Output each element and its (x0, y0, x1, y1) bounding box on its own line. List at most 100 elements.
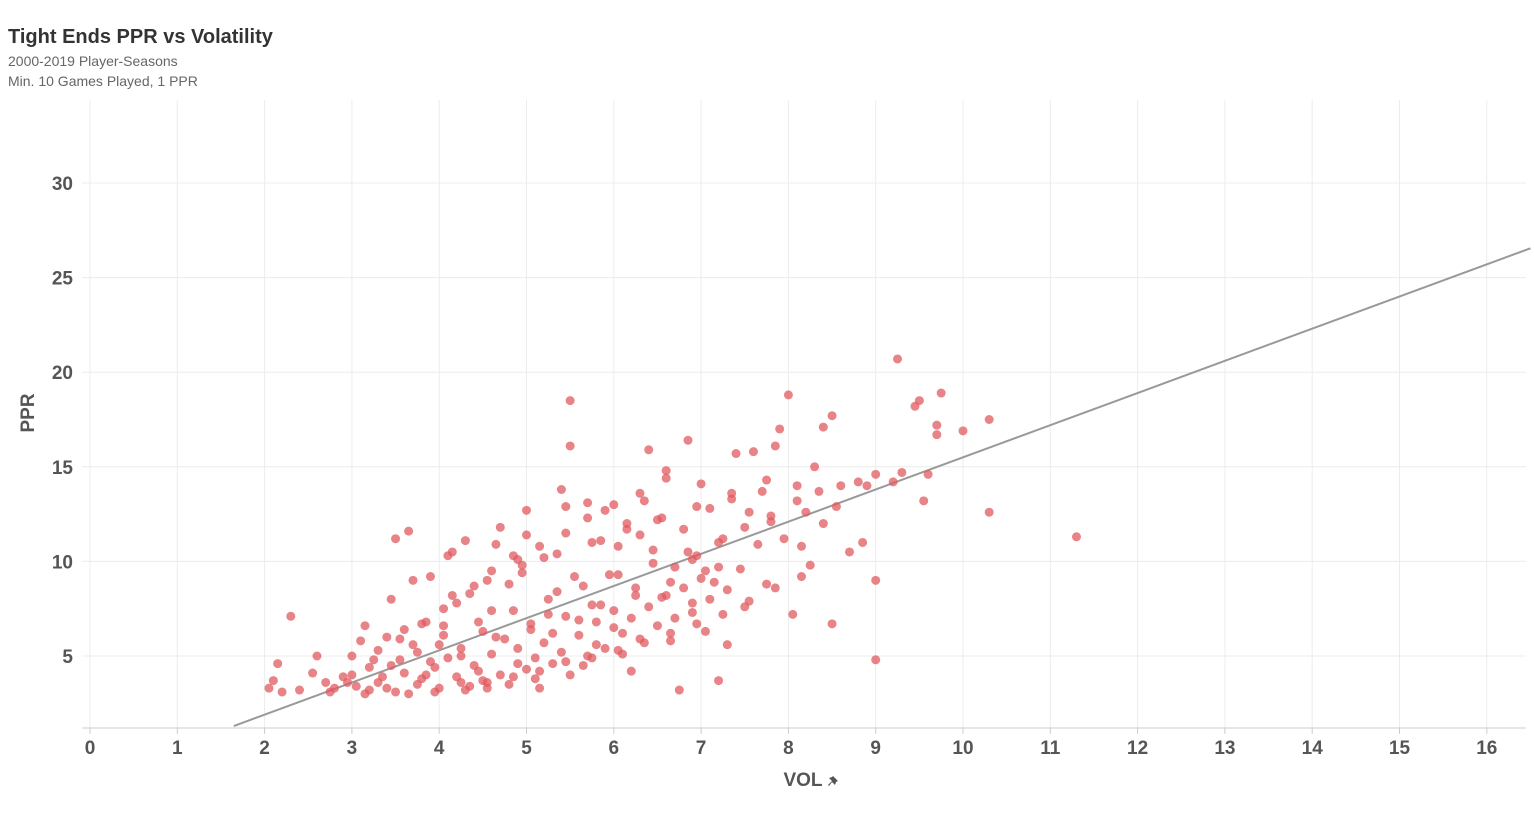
data-point[interactable] (487, 649, 497, 659)
data-point[interactable] (570, 572, 580, 582)
data-point[interactable] (827, 411, 837, 421)
data-point[interactable] (530, 653, 540, 663)
data-point[interactable] (587, 653, 597, 663)
data-point[interactable] (748, 447, 758, 457)
data-point[interactable] (504, 579, 514, 589)
data-point[interactable] (404, 689, 414, 699)
data-point[interactable] (788, 609, 798, 619)
data-point[interactable] (439, 604, 449, 614)
data-point[interactable] (347, 651, 357, 661)
data-point[interactable] (613, 541, 623, 551)
data-point[interactable] (561, 502, 571, 512)
data-point[interactable] (469, 581, 479, 591)
data-point[interactable] (439, 630, 449, 640)
data-point[interactable] (543, 609, 553, 619)
data-point[interactable] (670, 613, 680, 623)
data-point[interactable] (679, 524, 689, 534)
data-point[interactable] (487, 566, 497, 576)
data-point[interactable] (548, 628, 558, 638)
data-point[interactable] (770, 441, 780, 451)
data-point[interactable] (487, 606, 497, 616)
data-point[interactable] (687, 555, 697, 565)
data-point[interactable] (796, 572, 806, 582)
data-point[interactable] (984, 507, 994, 517)
data-point[interactable] (347, 670, 357, 680)
data-point[interactable] (871, 575, 881, 585)
data-point[interactable] (674, 685, 684, 695)
data-point[interactable] (548, 659, 558, 669)
data-point[interactable] (626, 613, 636, 623)
data-point[interactable] (613, 570, 623, 580)
data-point[interactable] (495, 522, 505, 532)
data-point[interactable] (556, 647, 566, 657)
data-point[interactable] (744, 596, 754, 606)
data-point[interactable] (522, 530, 531, 540)
data-point[interactable] (1071, 532, 1081, 542)
data-point[interactable] (408, 575, 418, 585)
data-point[interactable] (932, 420, 942, 430)
data-point[interactable] (386, 594, 396, 604)
data-point[interactable] (796, 541, 806, 551)
data-point[interactable] (696, 573, 706, 583)
data-point[interactable] (792, 496, 802, 506)
data-point[interactable] (609, 623, 619, 633)
data-point[interactable] (731, 449, 741, 459)
data-point[interactable] (635, 530, 645, 540)
data-point[interactable] (469, 660, 479, 670)
data-point[interactable] (775, 424, 785, 434)
data-point[interactable] (473, 617, 483, 627)
data-point[interactable] (683, 547, 693, 557)
data-point[interactable] (583, 513, 593, 523)
data-point[interactable] (517, 568, 527, 578)
data-point[interactable] (456, 643, 466, 653)
data-point[interactable] (530, 674, 540, 684)
data-point[interactable] (395, 634, 405, 644)
data-point[interactable] (871, 469, 881, 479)
data-point[interactable] (705, 503, 715, 513)
data-point[interactable] (644, 602, 654, 612)
data-point[interactable] (648, 545, 658, 555)
data-point[interactable] (692, 619, 702, 629)
data-point[interactable] (508, 672, 518, 682)
data-point[interactable] (740, 522, 750, 532)
data-point[interactable] (657, 513, 667, 523)
data-point[interactable] (666, 636, 676, 646)
data-point[interactable] (587, 537, 597, 547)
data-point[interactable] (513, 659, 523, 669)
data-point[interactable] (417, 619, 427, 629)
data-point[interactable] (818, 422, 828, 432)
data-point[interactable] (631, 583, 641, 593)
data-point[interactable] (639, 638, 649, 648)
data-point[interactable] (460, 536, 470, 546)
data-point[interactable] (574, 615, 584, 625)
data-point[interactable] (648, 558, 658, 568)
data-point[interactable] (757, 486, 767, 496)
data-point[interactable] (360, 689, 370, 699)
data-point[interactable] (984, 415, 994, 424)
data-point[interactable] (897, 467, 907, 477)
data-point[interactable] (801, 507, 811, 517)
data-point[interactable] (766, 511, 776, 521)
data-point[interactable] (535, 541, 545, 551)
data-point[interactable] (871, 655, 881, 665)
data-point[interactable] (460, 685, 470, 695)
data-point[interactable] (932, 430, 942, 440)
data-point[interactable] (779, 534, 789, 544)
data-point[interactable] (478, 676, 488, 686)
data-point[interactable] (286, 611, 296, 621)
data-point[interactable] (714, 676, 724, 686)
data-point[interactable] (600, 505, 610, 515)
data-point[interactable] (456, 677, 466, 687)
data-point[interactable] (452, 598, 462, 608)
data-point[interactable] (434, 640, 444, 650)
data-point[interactable] (504, 679, 514, 689)
data-point[interactable] (888, 477, 898, 487)
data-point[interactable] (600, 643, 610, 653)
data-point[interactable] (836, 481, 846, 491)
data-point[interactable] (578, 660, 588, 670)
data-point[interactable] (421, 670, 431, 680)
data-point[interactable] (858, 537, 868, 547)
data-point[interactable] (447, 547, 457, 557)
data-point[interactable] (277, 687, 287, 697)
data-point[interactable] (936, 388, 946, 398)
